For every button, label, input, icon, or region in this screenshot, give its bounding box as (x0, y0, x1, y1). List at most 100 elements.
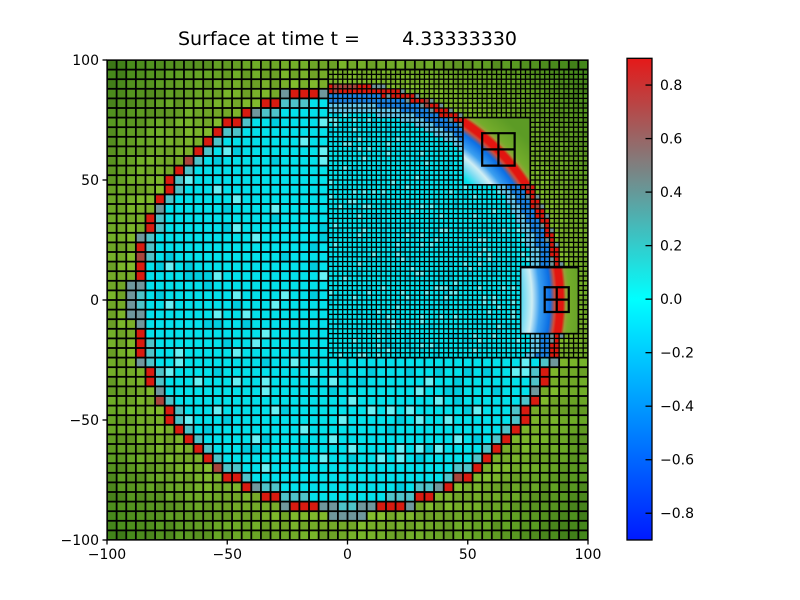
grid-cell-coarse (136, 252, 145, 261)
grid-cell-coarse (463, 358, 472, 367)
grid-cell-fine (415, 79, 419, 84)
grid-cell-fine (449, 113, 453, 117)
grid-cell-fine (439, 161, 444, 165)
grid-cell-fine (425, 137, 429, 141)
grid-cell-fine (391, 79, 395, 84)
grid-cell-fine (410, 238, 415, 242)
grid-cell-coarse (329, 512, 337, 520)
grid-cell-fine (386, 79, 391, 84)
grid-cell-fine (579, 127, 583, 132)
grid-cell-fine (530, 252, 535, 257)
grid-cell-coarse (473, 406, 482, 415)
grid-cell-coarse (492, 502, 501, 511)
grid-cell-fine (391, 142, 395, 146)
grid-cell-fine (550, 103, 554, 108)
grid-cell-coarse (348, 435, 357, 444)
grid-cell-coarse (146, 396, 155, 405)
grid-cell-fine (478, 247, 482, 252)
grid-cell-fine (569, 70, 573, 74)
grid-cell-fine (458, 190, 463, 194)
grid-cell-coarse (232, 387, 241, 396)
grid-cell-coarse (223, 195, 232, 204)
grid-cell-fine (535, 223, 540, 228)
grid-cell-fine (511, 271, 516, 276)
grid-cell-fine (396, 195, 400, 199)
grid-cell-coarse (560, 454, 568, 463)
grid-cell-fine (343, 94, 347, 98)
grid-cell-fine (352, 75, 357, 79)
grid-cell-fine (449, 70, 453, 74)
grid-cell-coarse (175, 377, 184, 386)
grid-cell-fine (579, 180, 583, 185)
grid-cell-fine (521, 89, 525, 93)
grid-cell-coarse (204, 310, 212, 319)
grid-cell-coarse (252, 387, 261, 396)
grid-cell-fine (521, 238, 525, 242)
grid-cell-fine (492, 286, 496, 290)
grid-cell-coarse (290, 252, 299, 261)
grid-cell-coarse (281, 329, 289, 338)
grid-cell-coarse (232, 464, 241, 472)
grid-cell-fine (579, 161, 583, 165)
grid-cell-fine (449, 271, 453, 276)
grid-cell-fine (333, 262, 338, 266)
grid-cell-coarse (358, 531, 366, 540)
grid-cell-coarse (184, 214, 193, 223)
grid-cell-fine (410, 171, 415, 175)
grid-cell-fine (338, 257, 343, 261)
grid-cell-fine (449, 137, 453, 141)
grid-cell-fine (463, 286, 468, 290)
grid-cell-coarse (223, 329, 232, 338)
grid-cell-coarse (290, 425, 299, 434)
grid-cell-fine (434, 286, 439, 290)
grid-cell-coarse (184, 291, 193, 300)
grid-cell-fine (396, 271, 400, 276)
grid-cell-fine (348, 276, 352, 281)
grid-cell-fine (348, 99, 352, 103)
grid-cell-coarse (290, 118, 299, 127)
grid-cell-fine (386, 89, 391, 93)
grid-cell-coarse (338, 425, 347, 434)
grid-cell-coarse (502, 377, 511, 386)
grid-cell-coarse (146, 118, 155, 127)
grid-cell-fine (381, 195, 386, 199)
grid-cell-fine (506, 204, 511, 209)
grid-cell-fine (526, 252, 530, 257)
grid-cell-fine (473, 185, 477, 189)
grid-cell-fine (530, 147, 535, 151)
grid-cell-coarse (136, 300, 145, 309)
grid-cell-coarse (483, 377, 491, 386)
grid-cell-fine (439, 94, 444, 98)
grid-cell-coarse (184, 521, 193, 530)
grid-cell-fine (439, 223, 444, 228)
grid-cell-fine (372, 180, 376, 185)
grid-cell-coarse (136, 89, 145, 98)
grid-cell-coarse (290, 435, 299, 444)
grid-cell-coarse (367, 358, 376, 367)
grid-cell-fine (396, 204, 400, 209)
grid-cell-coarse (473, 483, 482, 492)
grid-cell-coarse (223, 368, 232, 376)
grid-cell-fine (449, 75, 453, 79)
grid-cell-coarse (329, 377, 337, 386)
grid-cell-coarse (319, 195, 328, 204)
grid-cell-fine (372, 161, 376, 165)
grid-cell-fine (535, 190, 540, 194)
grid-cell-coarse (319, 435, 328, 444)
grid-cell-fine (381, 281, 386, 285)
grid-cell-fine (434, 132, 439, 137)
grid-cell-fine (473, 84, 477, 89)
grid-cell-fine (357, 180, 362, 185)
grid-cell-fine (357, 118, 362, 122)
grid-cell-coarse (223, 262, 232, 271)
grid-cell-coarse (463, 492, 472, 501)
grid-cell-coarse (483, 358, 491, 367)
grid-cell-fine (492, 113, 496, 117)
grid-cell-fine (506, 228, 511, 233)
grid-cell-coarse (175, 185, 184, 194)
grid-cell-coarse (232, 99, 241, 108)
grid-cell-coarse (136, 108, 145, 117)
grid-cell-coarse (271, 252, 280, 261)
grid-cell-fine (492, 233, 496, 237)
grid-cell-fine (492, 257, 496, 261)
